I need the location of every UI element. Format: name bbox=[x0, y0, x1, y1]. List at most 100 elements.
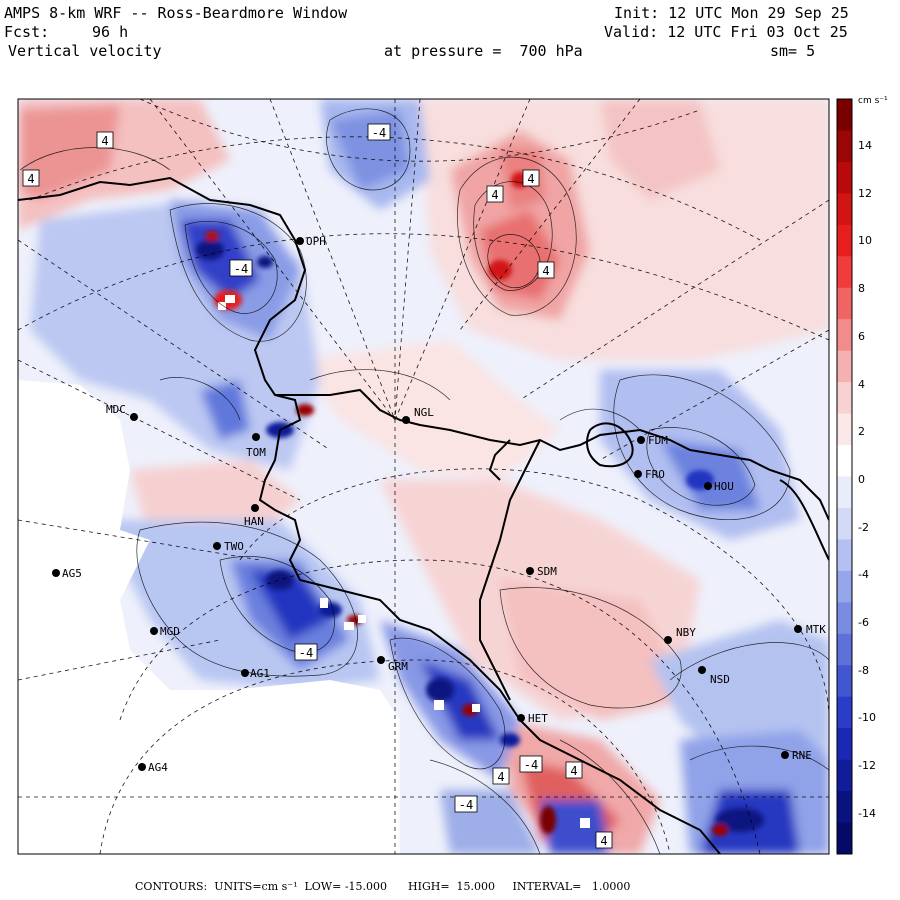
svg-text:-4: -4 bbox=[524, 758, 538, 772]
station-mtk: MTK bbox=[794, 623, 826, 636]
svg-text:4: 4 bbox=[491, 188, 498, 202]
colorbar-swatch bbox=[837, 287, 852, 320]
station-sdm: SDM bbox=[526, 565, 557, 578]
station-mdc: MDC bbox=[106, 403, 138, 421]
colorbar-tick-label: 2 bbox=[858, 425, 865, 439]
svg-text:HET: HET bbox=[528, 712, 548, 725]
svg-text:GRM: GRM bbox=[388, 660, 408, 673]
colorbar-swatch bbox=[837, 130, 852, 163]
colorbar-swatch bbox=[837, 350, 852, 383]
contour-label: -4 bbox=[519, 755, 543, 773]
contour-info: CONTOURS: UNITS=cm s⁻¹ LOW= -15.000 HIGH… bbox=[135, 880, 631, 893]
colorbar-swatch bbox=[837, 602, 852, 635]
contour-label: 4 bbox=[522, 169, 540, 187]
station-grm: GRM bbox=[377, 656, 408, 673]
colorbar-swatch bbox=[837, 224, 852, 257]
colorbar-tick-label: -14 bbox=[858, 806, 876, 820]
svg-text:FRO: FRO bbox=[645, 468, 665, 481]
coastline bbox=[18, 176, 829, 854]
forecast-hours: 96 h bbox=[92, 23, 129, 41]
svg-text:-4: -4 bbox=[459, 798, 473, 812]
station-nsd: NSD bbox=[698, 666, 730, 686]
contour-label: 4 bbox=[537, 261, 555, 279]
contour-label: 4 bbox=[22, 169, 40, 187]
svg-text:AG4: AG4 bbox=[148, 761, 168, 774]
station-hou: HOU bbox=[704, 480, 734, 493]
colorbar-swatch bbox=[837, 382, 852, 415]
contour-label: 4 bbox=[486, 185, 504, 203]
colorbar-swatch bbox=[837, 633, 852, 666]
svg-text:HOU: HOU bbox=[714, 480, 734, 493]
map-frame bbox=[17, 98, 830, 855]
colorbar-tick-label: 14 bbox=[858, 139, 872, 152]
colorbar-tick-label: 8 bbox=[858, 282, 865, 296]
colorbar-tick-label: -12 bbox=[858, 759, 876, 773]
colorbar-swatch bbox=[837, 759, 852, 792]
colorbar-tick-label: -4 bbox=[858, 568, 869, 582]
svg-text:NBY: NBY bbox=[676, 626, 696, 639]
colorbar-tick-label: 6 bbox=[858, 329, 865, 343]
valid-time: Valid: 12 UTC Fri 03 Oct 25 bbox=[604, 23, 848, 41]
station-rne: RNE bbox=[781, 749, 812, 762]
pressure-level: at pressure = 700 hPa bbox=[384, 42, 583, 60]
contour-label: 4 bbox=[492, 767, 510, 785]
station-two: TWO bbox=[213, 540, 244, 553]
contour-label: 4 bbox=[595, 831, 613, 849]
station-fdm: FDM bbox=[637, 434, 668, 447]
svg-text:TWO: TWO bbox=[224, 540, 244, 553]
svg-text:HAN: HAN bbox=[244, 515, 264, 528]
colorbar-tick-label: 12 bbox=[858, 186, 872, 200]
station-tom: TOM bbox=[246, 433, 266, 459]
station-ag4: AG4 bbox=[138, 761, 168, 774]
colorbar-tick-label: 0 bbox=[858, 472, 865, 486]
colorbar-swatch bbox=[837, 445, 852, 477]
colorbar-tick-label: 4 bbox=[858, 377, 865, 391]
svg-text:4: 4 bbox=[527, 172, 534, 186]
svg-text:-4: -4 bbox=[234, 262, 248, 276]
colorbar-tick-label: -2 bbox=[858, 520, 869, 534]
colorbar-tick-label: -10 bbox=[858, 711, 876, 725]
svg-text:MTK: MTK bbox=[806, 623, 826, 636]
colorbar-swatch bbox=[837, 696, 852, 729]
svg-text:4: 4 bbox=[542, 264, 549, 278]
svg-text:4: 4 bbox=[497, 770, 504, 784]
colorbar-swatch bbox=[837, 193, 852, 226]
contour-labels: 4 4 -4 -4 4 4 4 -4 4 -4 4 -4 4 bbox=[22, 123, 613, 849]
station-het: HET bbox=[517, 712, 548, 725]
station-ag1: AG1 bbox=[241, 667, 270, 680]
colorbar-units: cm s⁻¹ bbox=[858, 96, 888, 106]
colorbar-swatch bbox=[837, 570, 852, 603]
station-oph: OPH bbox=[296, 235, 326, 248]
contour-label: 4 bbox=[96, 131, 114, 149]
colorbar-swatch bbox=[837, 413, 852, 446]
colorbar-frame bbox=[836, 98, 853, 855]
colorbar bbox=[836, 98, 853, 855]
svg-text:FDM: FDM bbox=[648, 434, 668, 447]
station-nby: NBY bbox=[664, 626, 696, 644]
svg-text:-4: -4 bbox=[299, 646, 313, 660]
colorbar-swatch bbox=[837, 665, 852, 698]
svg-text:4: 4 bbox=[27, 172, 34, 186]
field-name: Vertical velocity bbox=[8, 42, 162, 60]
colorbar-swatch bbox=[837, 99, 852, 131]
contour-label: 4 bbox=[565, 761, 583, 779]
stations: OPH MDC NGL FDM FRO HOU TOM HAN TWO AG5 … bbox=[52, 235, 826, 774]
init-time: Init: 12 UTC Mon 29 Sep 25 bbox=[614, 4, 849, 22]
svg-text:MGD: MGD bbox=[160, 625, 180, 638]
svg-text:RNE: RNE bbox=[792, 749, 812, 762]
colorbar-swatch bbox=[837, 791, 852, 824]
station-ag5: AG5 bbox=[52, 567, 82, 580]
station-ngl: NGL bbox=[402, 406, 434, 424]
svg-text:NSD: NSD bbox=[710, 673, 730, 686]
colorbar-swatch bbox=[837, 539, 852, 572]
contour-label: -4 bbox=[229, 259, 253, 277]
colorbar-swatch bbox=[837, 161, 852, 194]
svg-text:AG1: AG1 bbox=[250, 667, 270, 680]
svg-text:OPH: OPH bbox=[306, 235, 326, 248]
smoothing-value: sm= 5 bbox=[770, 42, 816, 60]
station-mgd: MGD bbox=[150, 625, 180, 638]
station-fro: FRO bbox=[634, 468, 665, 481]
contour-label: -4 bbox=[367, 123, 391, 141]
station-han: HAN bbox=[244, 504, 264, 528]
